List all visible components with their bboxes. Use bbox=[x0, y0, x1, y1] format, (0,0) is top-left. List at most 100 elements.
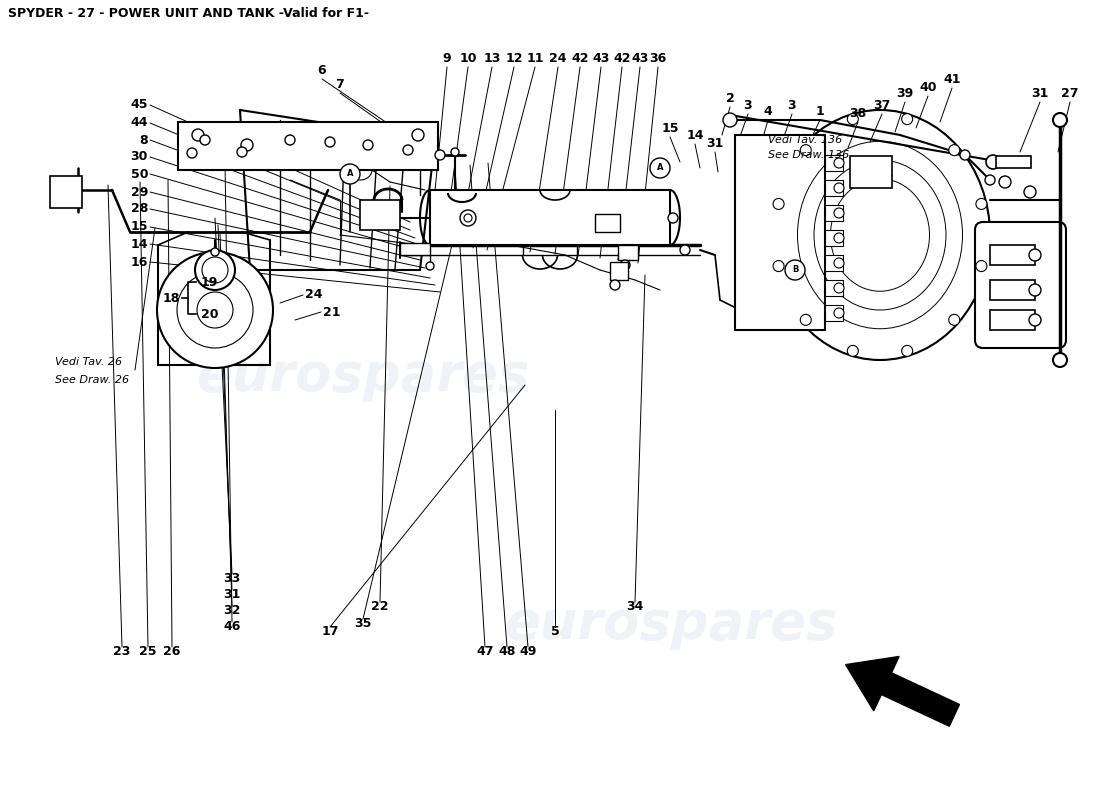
Circle shape bbox=[834, 233, 844, 243]
Circle shape bbox=[620, 260, 630, 270]
Circle shape bbox=[984, 175, 996, 185]
Circle shape bbox=[195, 250, 235, 290]
Text: 33: 33 bbox=[223, 572, 241, 585]
Text: 42: 42 bbox=[614, 52, 630, 65]
Text: 43: 43 bbox=[592, 52, 609, 65]
Bar bbox=[735, 135, 825, 330]
Circle shape bbox=[999, 176, 1011, 188]
Circle shape bbox=[241, 139, 253, 151]
Text: 29: 29 bbox=[131, 186, 149, 198]
Circle shape bbox=[948, 314, 959, 326]
Text: 25: 25 bbox=[140, 645, 156, 658]
Bar bbox=[825, 280, 843, 296]
Text: 35: 35 bbox=[354, 617, 372, 630]
Text: 49: 49 bbox=[519, 645, 537, 658]
Circle shape bbox=[785, 260, 805, 280]
Circle shape bbox=[197, 292, 233, 328]
Circle shape bbox=[801, 314, 812, 326]
Circle shape bbox=[960, 150, 970, 160]
Circle shape bbox=[324, 137, 336, 147]
Circle shape bbox=[460, 210, 476, 226]
Text: 2: 2 bbox=[726, 92, 735, 105]
Text: 30: 30 bbox=[131, 150, 149, 163]
Circle shape bbox=[902, 114, 913, 125]
Text: 10: 10 bbox=[460, 52, 476, 65]
Text: 15: 15 bbox=[131, 221, 149, 234]
Text: 3: 3 bbox=[744, 99, 752, 112]
Text: 17: 17 bbox=[321, 625, 339, 638]
Text: 18: 18 bbox=[163, 291, 180, 305]
Text: 31: 31 bbox=[1032, 87, 1048, 100]
Circle shape bbox=[610, 280, 620, 290]
Circle shape bbox=[986, 155, 1000, 169]
Circle shape bbox=[434, 150, 446, 160]
Text: 34: 34 bbox=[626, 600, 644, 613]
Text: 13: 13 bbox=[483, 52, 500, 65]
Text: 45: 45 bbox=[131, 98, 149, 111]
Bar bbox=[595, 214, 620, 232]
Circle shape bbox=[976, 198, 987, 210]
Circle shape bbox=[834, 258, 844, 268]
Bar bbox=[825, 230, 843, 246]
Bar bbox=[990, 280, 1035, 300]
Circle shape bbox=[834, 308, 844, 318]
Circle shape bbox=[834, 208, 844, 218]
Text: 11: 11 bbox=[526, 52, 543, 65]
Text: 21: 21 bbox=[323, 306, 341, 318]
Text: 14: 14 bbox=[686, 129, 704, 142]
Text: 5: 5 bbox=[551, 625, 560, 638]
Circle shape bbox=[192, 129, 204, 141]
Circle shape bbox=[464, 214, 472, 222]
Text: 50: 50 bbox=[131, 167, 149, 181]
Circle shape bbox=[1024, 186, 1036, 198]
Circle shape bbox=[902, 346, 913, 357]
Text: 22: 22 bbox=[372, 600, 388, 613]
Circle shape bbox=[157, 252, 273, 368]
Polygon shape bbox=[846, 657, 959, 726]
Bar bbox=[825, 180, 843, 196]
Circle shape bbox=[1028, 284, 1041, 296]
Circle shape bbox=[412, 129, 424, 141]
Text: eurospares: eurospares bbox=[504, 598, 838, 650]
Bar bbox=[360, 200, 400, 230]
Text: 43: 43 bbox=[631, 52, 649, 65]
Text: 46: 46 bbox=[223, 620, 241, 633]
Bar bbox=[990, 310, 1035, 330]
Text: 9: 9 bbox=[442, 52, 451, 65]
Bar bbox=[430, 190, 670, 245]
Circle shape bbox=[948, 145, 959, 156]
Text: 37: 37 bbox=[873, 99, 891, 112]
Circle shape bbox=[187, 148, 197, 158]
Text: 39: 39 bbox=[896, 87, 914, 100]
Text: 48: 48 bbox=[498, 645, 516, 658]
Text: B: B bbox=[792, 266, 799, 274]
Circle shape bbox=[211, 248, 219, 256]
Circle shape bbox=[426, 262, 434, 270]
Bar bbox=[825, 155, 843, 171]
Circle shape bbox=[285, 135, 295, 145]
Circle shape bbox=[340, 164, 360, 184]
Circle shape bbox=[723, 113, 737, 127]
Circle shape bbox=[773, 198, 784, 210]
Text: 24: 24 bbox=[305, 289, 322, 302]
Text: 8: 8 bbox=[140, 134, 148, 146]
Text: A: A bbox=[346, 170, 353, 178]
Text: See Draw. 136: See Draw. 136 bbox=[768, 150, 849, 160]
Bar bbox=[990, 245, 1035, 265]
Bar bbox=[825, 205, 843, 221]
Circle shape bbox=[668, 213, 678, 223]
Circle shape bbox=[650, 158, 670, 178]
Text: 28: 28 bbox=[131, 202, 149, 215]
Text: 38: 38 bbox=[849, 107, 867, 120]
Text: 12: 12 bbox=[505, 52, 522, 65]
Text: 27: 27 bbox=[1062, 87, 1079, 100]
Text: 44: 44 bbox=[131, 117, 149, 130]
Ellipse shape bbox=[770, 110, 990, 360]
Circle shape bbox=[834, 183, 844, 193]
Circle shape bbox=[236, 147, 248, 157]
Circle shape bbox=[847, 114, 858, 125]
Text: 36: 36 bbox=[649, 52, 667, 65]
Text: 6: 6 bbox=[318, 64, 327, 77]
Text: 16: 16 bbox=[131, 255, 149, 269]
Bar bbox=[825, 255, 843, 271]
